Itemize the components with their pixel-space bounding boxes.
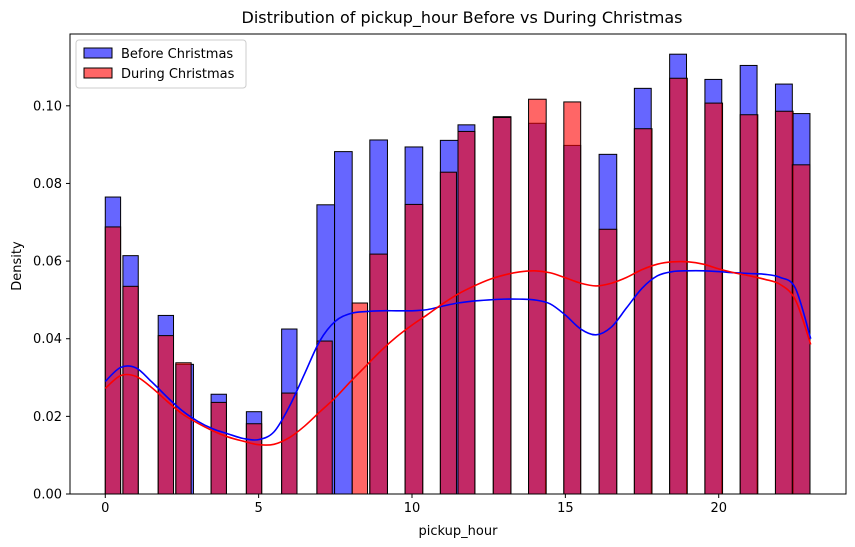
kde-line-series-1 [104,260,812,446]
bars-series-1 [104,77,811,495]
y-tick-label: 0.00 [33,488,62,503]
axes-layer: 0 5 10 15 20 0.00 0.02 0.04 0.06 0.08 0.10 [33,33,847,516]
legend-label: During Christmas [121,67,235,82]
x-tick-label: 10 [404,501,421,516]
legend-swatch [83,47,113,59]
y-tick-label: 0.06 [33,255,62,270]
histogram-bar [104,226,122,495]
x-tick-label: 5 [254,501,262,516]
chart-title: Distribution of pickup_hour Before vs Du… [242,8,683,28]
histogram-bar [245,423,263,495]
x-tick-label: 20 [710,501,727,516]
histogram-bar [334,151,353,495]
legend-swatch [83,67,113,79]
histogram-bar [175,362,192,495]
y-tick-label: 0.04 [33,332,62,347]
y-tick-label: 0.02 [33,410,62,425]
histogram-bar [122,285,139,495]
x-tick-label: 15 [557,501,574,516]
legend: Before Christmas During Christmas [75,39,247,89]
histogram-bar [598,228,618,495]
histogram-bar [492,116,512,495]
histogram-bar [774,110,794,495]
plot-frame [69,33,847,495]
x-tick-label: 0 [101,501,109,516]
kde-layer [104,260,812,446]
histogram-bar [210,401,227,495]
histogram-bar [157,335,175,495]
x-axis-label: pickup_hour [419,524,499,539]
histogram-bar [704,102,724,495]
histogram-bar [316,340,333,495]
histogram-bar [457,130,476,495]
y-tick-label: 0.08 [33,177,62,192]
kde-line-series-0 [104,269,812,441]
y-tick-label: 0.10 [33,99,62,114]
histogram-bar [791,164,811,495]
histogram-bar [369,253,388,495]
histogram-bar [739,114,759,495]
legend-label: Before Christmas [121,47,233,62]
y-axis-label: Density [10,241,25,291]
histogram-bar [633,128,653,495]
histogram-bar [351,302,369,495]
histogram-bar [439,171,457,495]
histogram-bar [528,98,547,495]
legend-box [75,39,247,89]
histogram-bar [404,203,424,495]
histogram-bar [563,101,582,495]
histogram-bar [669,77,688,495]
